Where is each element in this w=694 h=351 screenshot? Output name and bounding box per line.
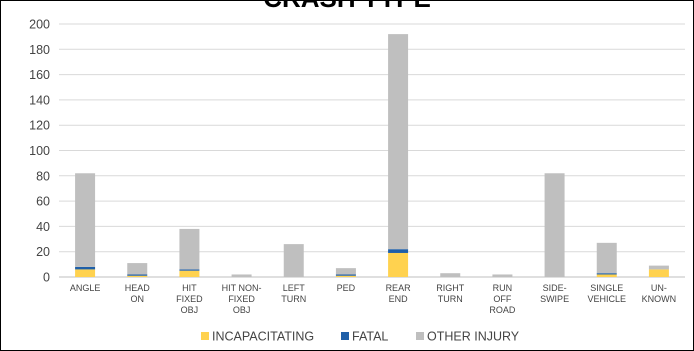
bars (75, 34, 669, 277)
bar-segment (388, 252, 409, 277)
y-tick-label: 20 (36, 245, 50, 259)
y-tick-label: 140 (29, 93, 50, 107)
bar-segment (231, 274, 252, 277)
x-tick-label: RUN OFF ROAD (489, 283, 516, 315)
bar-segment (335, 274, 356, 276)
x-tick-label: SIDE-SWIPE (540, 283, 569, 304)
bar-segment (648, 265, 669, 270)
bar-segment (127, 263, 148, 275)
x-tick-label: RIGHT TURN (436, 283, 465, 304)
x-tick-label: HIT NON-FIXED OBJ (222, 283, 262, 315)
legend-label: INCAPACITATING (212, 330, 314, 344)
bar-segment (648, 269, 669, 277)
x-tick-label: REAR END (386, 283, 412, 304)
bar-segment (388, 34, 409, 250)
bar-segment (75, 173, 96, 267)
bar-segment (283, 244, 304, 277)
bar-segment (127, 274, 148, 276)
bar-segment (179, 270, 200, 277)
bar-segment (75, 266, 96, 270)
y-tick-label: 0 (43, 271, 50, 285)
legend: INCAPACITATING FATAL OTHER INJURY (201, 330, 520, 344)
bar-segment (596, 273, 617, 275)
y-tick-label: 160 (29, 68, 50, 82)
y-tick-label: 40 (36, 220, 50, 234)
legend-label: OTHER INJURY (427, 330, 520, 344)
y-tick-label: 80 (36, 169, 50, 183)
legend-swatch (341, 332, 349, 340)
x-tick-label: UN-KNOWN (642, 283, 677, 304)
bar-segment (335, 268, 356, 275)
bar-segment (596, 274, 617, 277)
y-tick-label: 180 (29, 43, 50, 57)
bar-segment (440, 273, 461, 277)
bar-segment (544, 173, 565, 277)
bar-segment (492, 274, 513, 277)
bar-segment (179, 228, 200, 270)
y-tick-label: 120 (29, 119, 50, 133)
x-tick-label: HIT FIXED OBJ (176, 283, 203, 315)
x-tick-label: PED (337, 283, 356, 293)
y-axis-ticks: 0 20 40 60 80 100 120 140 160 180 200 (29, 18, 50, 285)
legend-swatch (201, 332, 209, 340)
legend-label: FATAL (352, 330, 388, 344)
x-tick-label: SINGLE VEHICLE (587, 283, 626, 304)
bar-segment (596, 242, 617, 274)
gridlines (59, 23, 685, 278)
x-tick-label: LEFT TURN (281, 283, 306, 304)
x-tick-label: ANGLE (70, 283, 101, 293)
bar-segment (127, 275, 148, 277)
bar-segment (75, 269, 96, 277)
y-tick-label: 200 (29, 18, 50, 32)
bar-segment (335, 275, 356, 277)
bar-segment (388, 249, 409, 253)
bar-segment (179, 269, 200, 271)
y-tick-label: 100 (29, 144, 50, 158)
chart-title: CRASH TYPE (263, 0, 431, 13)
legend-swatch (416, 332, 424, 340)
x-tick-label: HEAD ON (125, 283, 151, 304)
y-tick-label: 60 (36, 195, 50, 209)
x-axis-labels: ANGLE HEAD ON HIT FIXED OBJ HIT NON-FIXED OBJ LE… (70, 283, 676, 315)
